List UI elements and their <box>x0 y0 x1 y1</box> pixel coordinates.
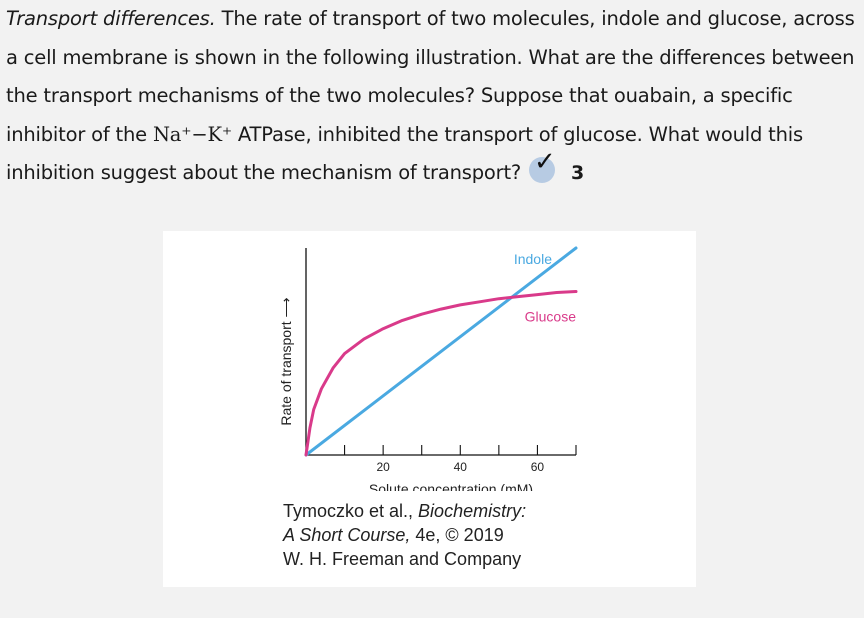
check-icon: ✓ <box>534 147 556 177</box>
glucose-label: Glucose <box>525 308 577 324</box>
completion-badge[interactable]: ✓ <box>529 149 559 185</box>
indole-label: Indole <box>514 251 552 267</box>
credit-line-1: Tymoczko et al., Biochemistry: <box>283 501 527 521</box>
figure-credit: Tymoczko et al., Biochemistry: A Short C… <box>283 499 526 571</box>
x-tick-label: 20 <box>376 460 390 474</box>
y-axis-label: Rate of transport ⟶ <box>278 297 294 425</box>
indole-curve <box>304 246 578 457</box>
x-tick-label: 60 <box>531 460 545 474</box>
glucose-curve <box>304 290 578 457</box>
na-k-formula: Na⁺−K⁺ <box>152 122 232 146</box>
x-tick-label: 40 <box>454 460 468 474</box>
credit-line-3: W. H. Freeman and Company <box>283 549 522 569</box>
badge-circle <box>529 157 556 183</box>
attempt-count: 3 <box>571 162 585 184</box>
figure-card: 20 40 60 Solute concentration (mM) Rate of t… <box>163 231 696 587</box>
question-part1: The rate of transport of two molecules, … <box>6 7 855 146</box>
x-axis-label: Solute concentration (mM) <box>369 481 533 491</box>
credit-line-2: A Short Course, 4e, © 2019 <box>283 525 504 545</box>
question-lead: Transport differences. <box>6 7 216 30</box>
question-text: Transport differences. The rate of trans… <box>6 0 858 193</box>
transport-chart: 20 40 60 Solute concentration (mM) Rate of t… <box>278 246 578 497</box>
question-part2: ATPase, inhibited the transport of gluco… <box>6 122 803 185</box>
